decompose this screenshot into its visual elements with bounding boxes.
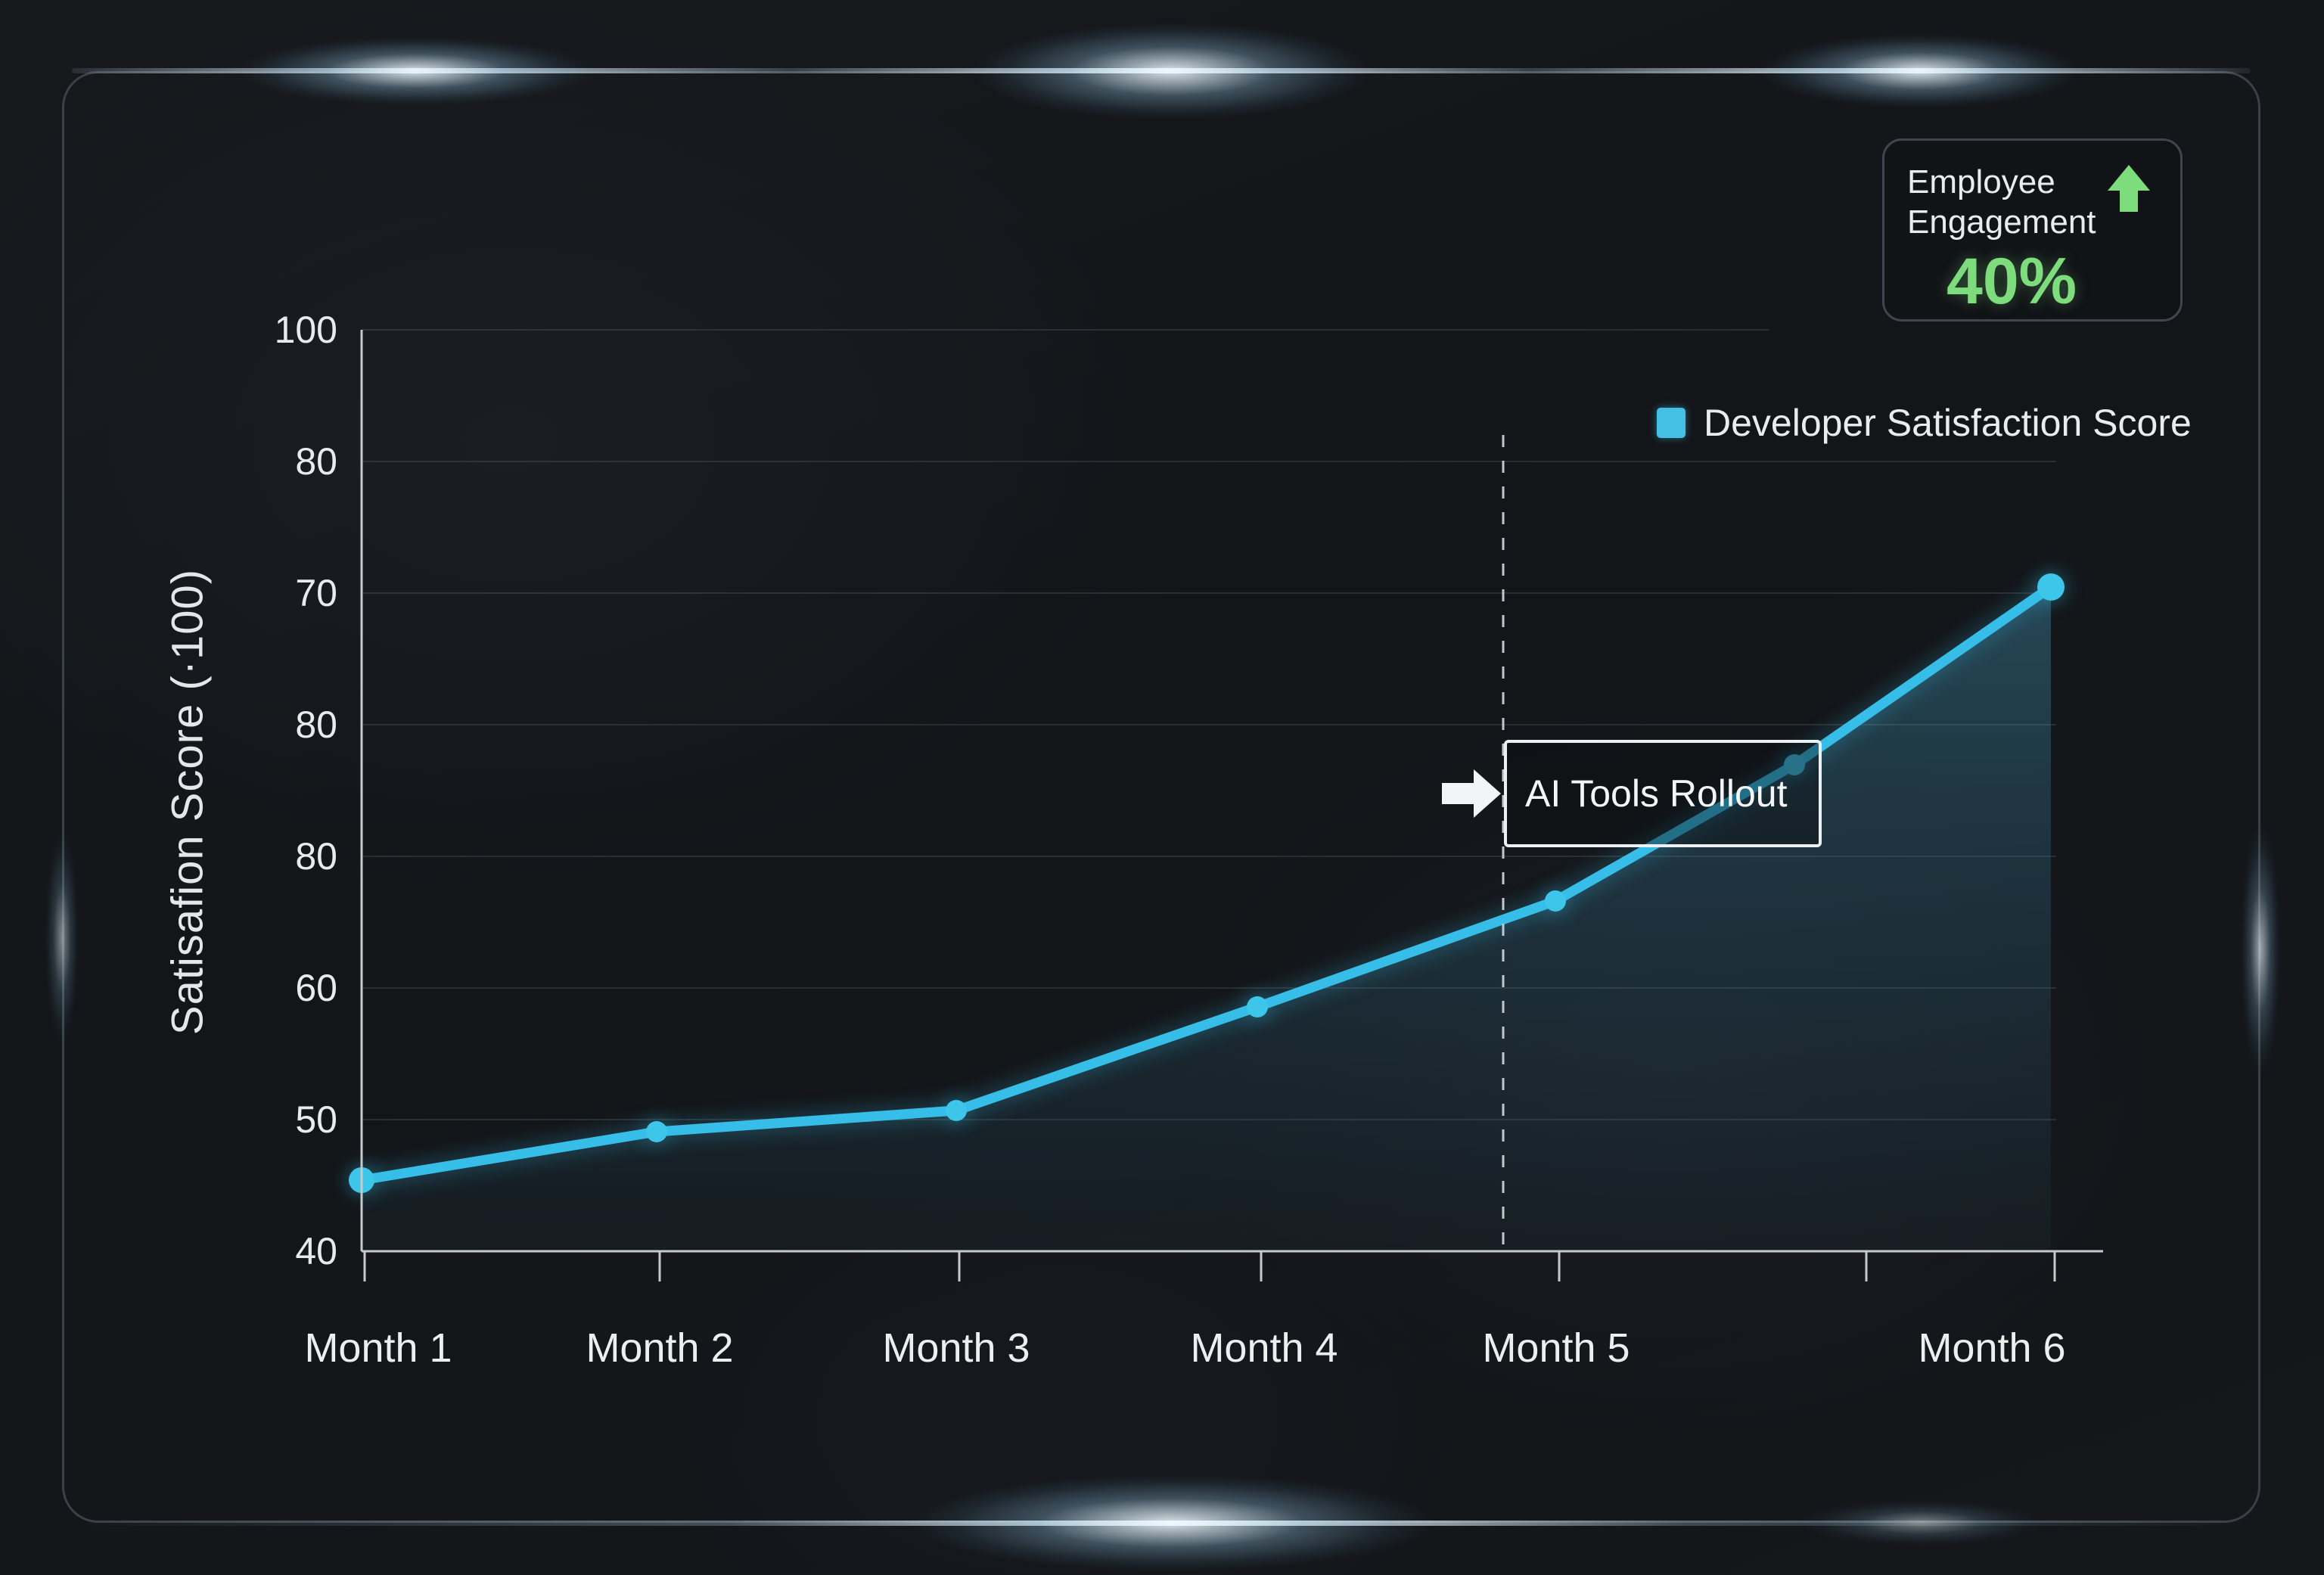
- data-point: [2037, 573, 2065, 601]
- y-tick-label: 80: [295, 835, 337, 878]
- x-tick-label: Month 3: [882, 1325, 1030, 1371]
- y-tick-label: 80: [295, 704, 337, 746]
- y-tick-label: 80: [295, 440, 337, 483]
- kpi-card: Employee Engagement 40%: [1882, 138, 2183, 322]
- area-fill: [362, 587, 2051, 1251]
- legend-label: Developer Satisfaction Score: [1704, 402, 2192, 444]
- legend: Developer Satisfaction Score: [1657, 401, 2192, 445]
- y-axis-title: Satisafion Score (·100): [163, 568, 213, 1036]
- data-point: [946, 1100, 967, 1121]
- data-point: [1545, 890, 1566, 912]
- kpi-value: 40%: [1947, 245, 2077, 318]
- right-arrow-icon: [1442, 769, 1501, 818]
- annotation-ai-tools-rollout: AI Tools Rollout: [1442, 740, 1822, 847]
- x-tick-label: Month 5: [1482, 1325, 1630, 1371]
- x-tick-label: Month 6: [1918, 1325, 2065, 1371]
- x-tick-label: Month 1: [304, 1325, 452, 1371]
- annotation-label: AI Tools Rollout: [1525, 772, 1788, 815]
- up-arrow-icon: [2108, 165, 2150, 212]
- x-tick-label: Month 2: [586, 1325, 733, 1371]
- y-tick-label: 40: [295, 1230, 337, 1272]
- legend-swatch-icon: [1657, 408, 1686, 438]
- kpi-title-line2: Engagement: [1907, 203, 2096, 241]
- y-tick-label: 60: [295, 967, 337, 1009]
- data-point: [1784, 754, 1805, 775]
- data-point: [646, 1121, 667, 1142]
- annotation-box: AI Tools Rollout: [1504, 740, 1822, 847]
- y-tick-label: 100: [275, 309, 337, 351]
- y-tick-label: 70: [295, 572, 337, 614]
- x-tick-label: Month 4: [1190, 1325, 1338, 1371]
- kpi-title-line1: Employee: [1907, 163, 2055, 200]
- y-tick-label: 50: [295, 1098, 337, 1141]
- data-point: [1247, 996, 1268, 1017]
